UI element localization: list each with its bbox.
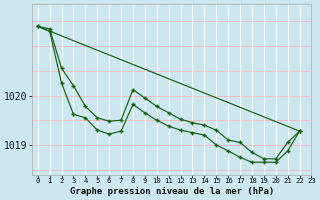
X-axis label: Graphe pression niveau de la mer (hPa): Graphe pression niveau de la mer (hPa) (69, 187, 274, 196)
